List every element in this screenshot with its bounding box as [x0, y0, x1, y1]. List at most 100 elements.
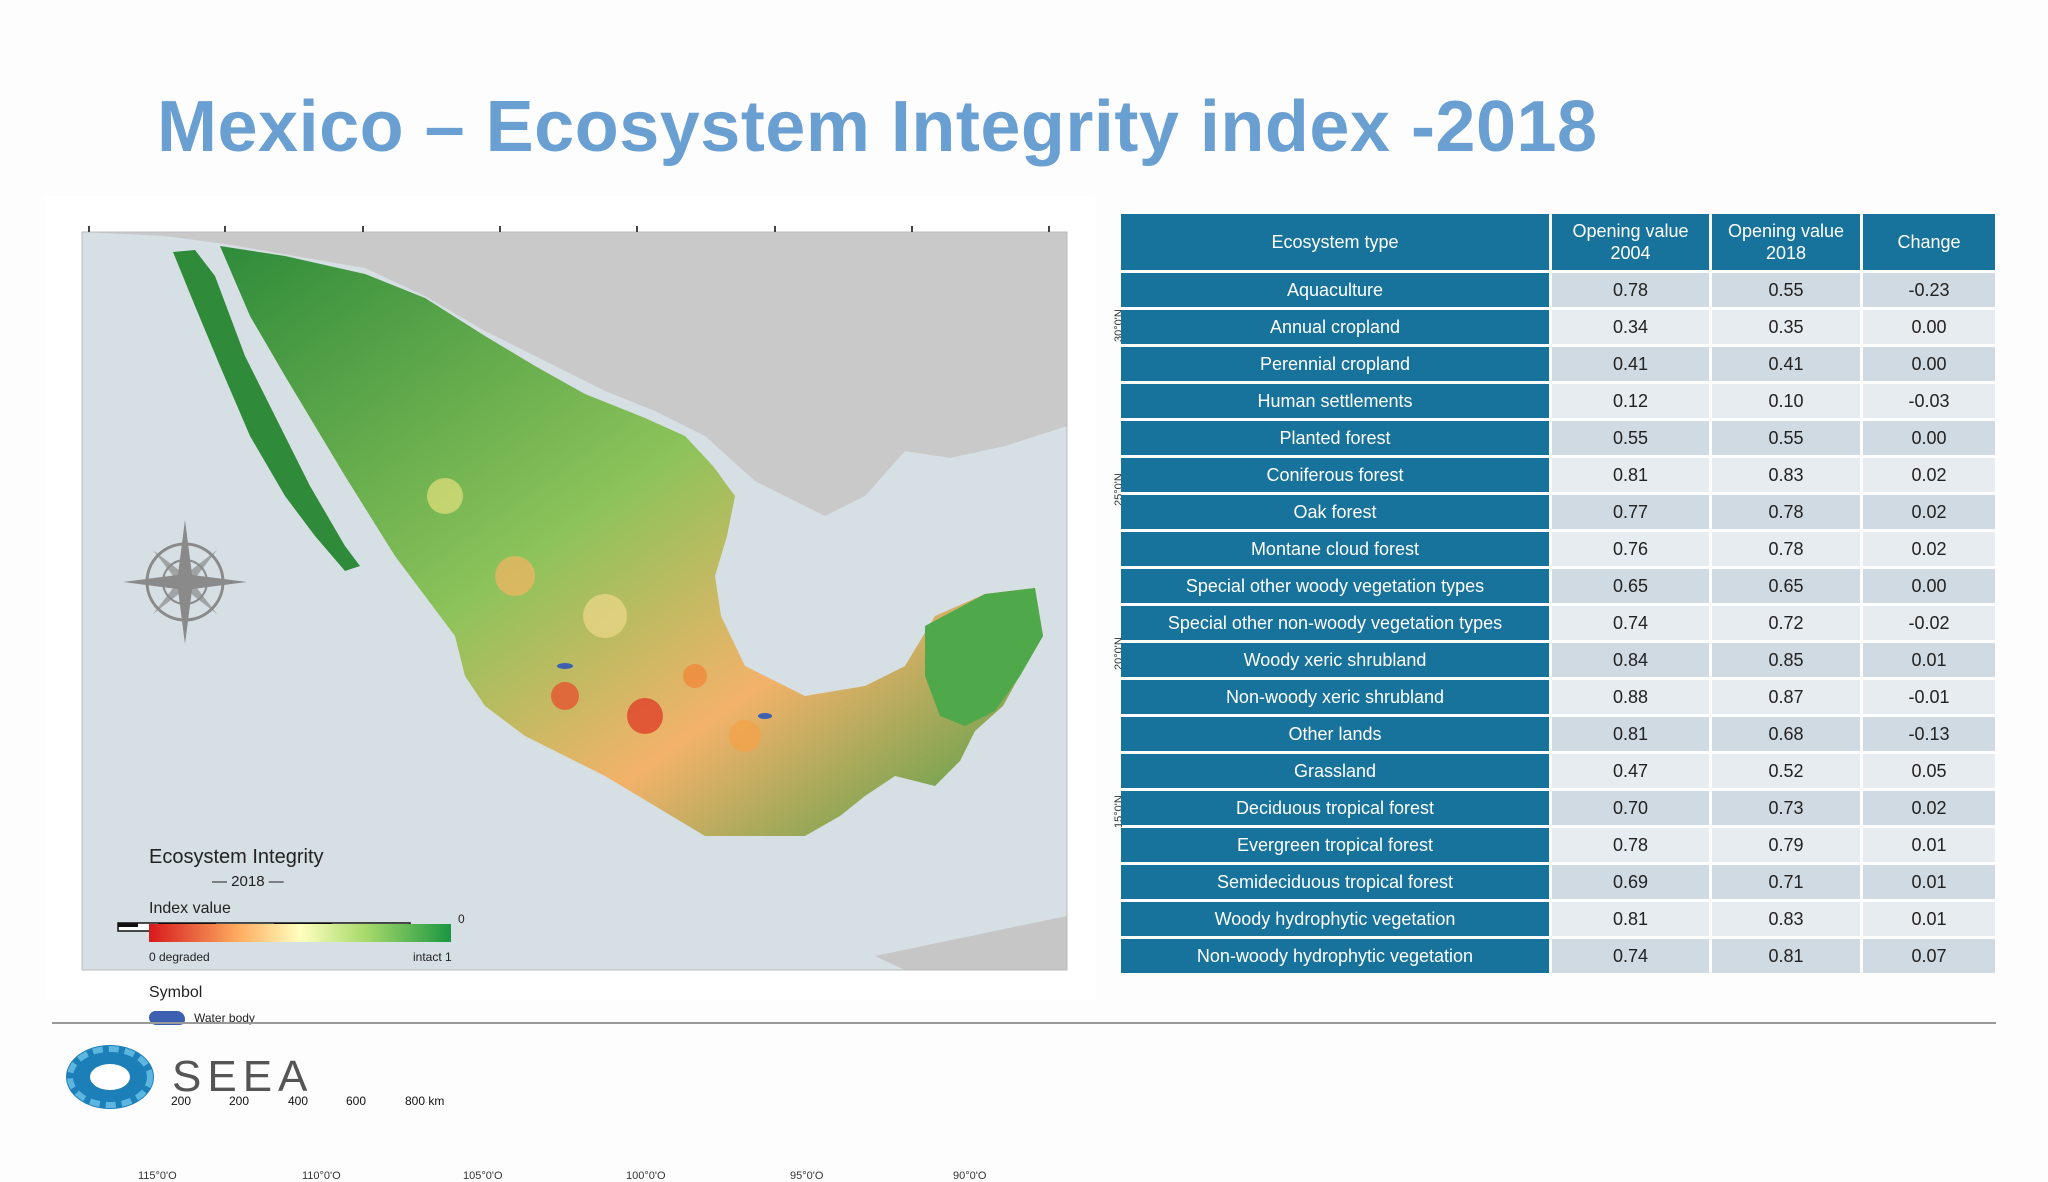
cell-opening-2018: 0.73 — [1712, 791, 1860, 825]
cell-ecosystem-type: Montane cloud forest — [1121, 532, 1549, 566]
cell-ecosystem-type: Non-woody hydrophytic vegetation — [1121, 939, 1549, 973]
cell-opening-2004: 0.81 — [1552, 902, 1709, 936]
cell-change: 0.00 — [1863, 310, 1995, 344]
table-row: Montane cloud forest 0.76 0.78 0.02 — [1121, 532, 1995, 566]
longitude-label: 105°0'O — [463, 1170, 503, 1182]
table-row: Oak forest 0.77 0.78 0.02 — [1121, 495, 1995, 529]
scale-label: 200 — [229, 1094, 250, 1108]
cell-opening-2004: 0.70 — [1552, 791, 1709, 825]
header-ecosystem-type: Ecosystem type — [1121, 214, 1549, 270]
cell-ecosystem-type: Perennial cropland — [1121, 347, 1549, 381]
longitude-label: 95°0'O — [790, 1170, 824, 1182]
legend-color-ramp — [149, 924, 451, 942]
cell-opening-2004: 0.88 — [1552, 680, 1709, 714]
cell-opening-2018: 0.55 — [1712, 273, 1860, 307]
cell-ecosystem-type: Grassland — [1121, 754, 1549, 788]
cell-opening-2004: 0.74 — [1552, 939, 1709, 973]
cell-opening-2018: 0.68 — [1712, 717, 1860, 751]
table-body: Aquaculture 0.78 0.55 -0.23 Annual cropland 0… — [1121, 273, 1995, 973]
cell-opening-2004: 0.41 — [1552, 347, 1709, 381]
table-header-row: Ecosystem type Opening value 2004 Openin… — [1121, 214, 1995, 270]
longitude-label: 115°0'O — [138, 1170, 177, 1182]
cell-change: -0.01 — [1863, 680, 1995, 714]
ecosystem-integrity-table: Ecosystem type Opening value 2004 Openin… — [1118, 211, 1998, 976]
cell-opening-2004: 0.12 — [1552, 384, 1709, 418]
cell-change: 0.02 — [1863, 791, 1995, 825]
scale-bar-labels: 200 200 400 600 800 km — [163, 1094, 463, 1110]
scale-label: 800 km — [405, 1094, 445, 1108]
cell-ecosystem-type: Evergreen tropical forest — [1121, 828, 1549, 862]
cell-opening-2018: 0.85 — [1712, 643, 1860, 677]
cell-change: -0.03 — [1863, 384, 1995, 418]
cell-ecosystem-type: Special other woody vegetation types — [1121, 569, 1549, 603]
cell-change: -0.13 — [1863, 717, 1995, 751]
cell-ecosystem-type: Aquaculture — [1121, 273, 1549, 307]
cell-opening-2004: 0.47 — [1552, 754, 1709, 788]
cell-ecosystem-type: Human settlements — [1121, 384, 1549, 418]
cell-change: 0.07 — [1863, 939, 1995, 973]
table-row: Evergreen tropical forest 0.78 0.79 0.01 — [1121, 828, 1995, 862]
legend-year: — 2018 — — [212, 873, 284, 890]
table-row: Special other non-woody vegetation types… — [1121, 606, 1995, 640]
header-opening-2004: Opening value 2004 — [1552, 214, 1709, 270]
map-graphic — [81, 226, 1068, 971]
cell-opening-2018: 0.87 — [1712, 680, 1860, 714]
cell-change: 0.00 — [1863, 569, 1995, 603]
cell-ecosystem-type: Oak forest — [1121, 495, 1549, 529]
table-row: Grassland 0.47 0.52 0.05 — [1121, 754, 1995, 788]
cell-change: 0.05 — [1863, 754, 1995, 788]
slide-title: Mexico – Ecosystem Integrity index -2018 — [157, 87, 1598, 167]
cell-opening-2018: 0.52 — [1712, 754, 1860, 788]
table-row: Woody xeric shrubland 0.84 0.85 0.01 — [1121, 643, 1995, 677]
cell-opening-2018: 0.78 — [1712, 495, 1860, 529]
cell-opening-2018: 0.81 — [1712, 939, 1860, 973]
cell-opening-2018: 0.83 — [1712, 902, 1860, 936]
cell-change: 0.02 — [1863, 458, 1995, 492]
cell-change: -0.23 — [1863, 273, 1995, 307]
scale-label: 400 — [288, 1094, 309, 1108]
cell-opening-2018: 0.10 — [1712, 384, 1860, 418]
header-change: Change — [1863, 214, 1995, 270]
seea-logo-icon — [66, 1045, 154, 1109]
cell-ecosystem-type: Planted forest — [1121, 421, 1549, 455]
cell-opening-2004: 0.34 — [1552, 310, 1709, 344]
scale-label: 200 — [171, 1094, 192, 1108]
table-row: Semideciduous tropical forest 0.69 0.71 0.0… — [1121, 865, 1995, 899]
legend-symbol-label: Symbol — [149, 984, 203, 1001]
cell-opening-2004: 0.65 — [1552, 569, 1709, 603]
cell-opening-2004: 0.55 — [1552, 421, 1709, 455]
legend-zero-mark: 0 — [458, 912, 465, 926]
cell-opening-2018: 0.65 — [1712, 569, 1860, 603]
table-row: Annual cropland 0.34 0.35 0.00 — [1121, 310, 1995, 344]
cell-ecosystem-type: Deciduous tropical forest — [1121, 791, 1549, 825]
longitude-label: 100°0'O — [626, 1170, 666, 1182]
legend-title: Ecosystem Integrity — [149, 846, 324, 868]
cell-opening-2018: 0.79 — [1712, 828, 1860, 862]
cell-opening-2004: 0.69 — [1552, 865, 1709, 899]
cell-ecosystem-type: Coniferous forest — [1121, 458, 1549, 492]
table-row: Human settlements 0.12 0.10 -0.03 — [1121, 384, 1995, 418]
baja-california-shape — [173, 250, 360, 571]
cell-opening-2018: 0.41 — [1712, 347, 1860, 381]
header-opening-2018: Opening value 2018 — [1712, 214, 1860, 270]
cell-opening-2004: 0.81 — [1552, 458, 1709, 492]
legend-low-label: 0 degraded — [149, 950, 210, 964]
cell-change: 0.01 — [1863, 828, 1995, 862]
cell-ecosystem-type: Non-woody xeric shrubland — [1121, 680, 1549, 714]
longitude-label: 110°0'O — [302, 1170, 341, 1182]
table-row: Non-woody hydrophytic vegetation 0.74 0.81… — [1121, 939, 1995, 973]
cell-opening-2018: 0.72 — [1712, 606, 1860, 640]
table-row: Woody hydrophytic vegetation 0.81 0.83 0.01 — [1121, 902, 1995, 936]
table-row: Planted forest 0.55 0.55 0.00 — [1121, 421, 1995, 455]
footer-divider — [52, 1022, 1996, 1024]
cell-opening-2004: 0.74 — [1552, 606, 1709, 640]
cell-ecosystem-type: Other lands — [1121, 717, 1549, 751]
cell-opening-2004: 0.78 — [1552, 273, 1709, 307]
cell-opening-2018: 0.83 — [1712, 458, 1860, 492]
cell-opening-2018: 0.71 — [1712, 865, 1860, 899]
cell-opening-2018: 0.35 — [1712, 310, 1860, 344]
cell-ecosystem-type: Woody xeric shrubland — [1121, 643, 1549, 677]
water-body-icon — [149, 1011, 185, 1025]
cell-change: 0.01 — [1863, 865, 1995, 899]
cell-ecosystem-type: Woody hydrophytic vegetation — [1121, 902, 1549, 936]
